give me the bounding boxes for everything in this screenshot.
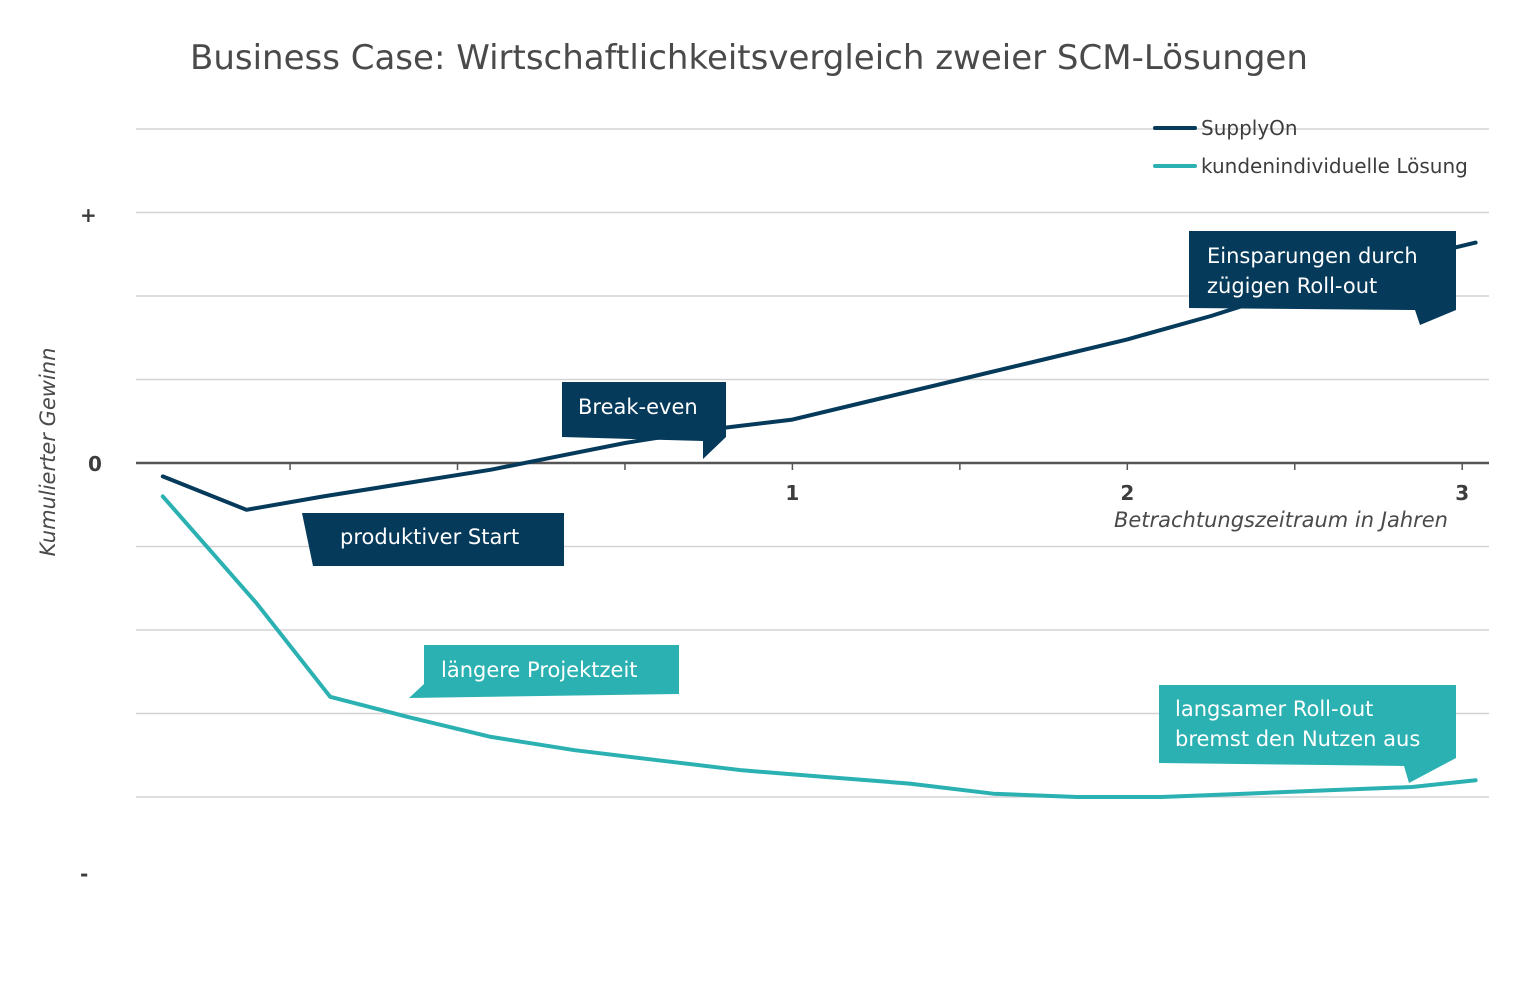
x-axis-label: Betrachtungszeitraum in Jahren — [1113, 508, 1448, 532]
legend-item-supplyon: SupplyOn — [1153, 115, 1298, 141]
annotation-box-1 — [562, 382, 726, 459]
annotation-produktiver-start: produktiver Start — [340, 522, 519, 552]
annotation-projektzeit-line-1: längere Projektzeit — [441, 658, 638, 682]
annotation-rollout-slow-line-1: langsamer Roll-out — [1175, 697, 1374, 721]
annotation-rollout-slow: langsamer Roll-out bremst den Nutzen aus — [1175, 694, 1420, 754]
x-tick-3: 3 — [1455, 481, 1470, 505]
annotation-break-even-line-1: Break-even — [578, 395, 698, 419]
annotation-rollout-fast-line-2: zügigen Roll-out — [1207, 274, 1378, 298]
y-axis-label: Kumulierter Gewinn — [36, 347, 60, 557]
annotation-box-3 — [409, 645, 679, 698]
annotation-projektzeit: längere Projektzeit — [441, 655, 638, 685]
annotation-box-0 — [1189, 231, 1456, 325]
annotation-rollout-fast: Einsparungen durch zügigen Roll-out — [1207, 241, 1418, 301]
x-tick-2: 2 — [1120, 481, 1135, 505]
x-axis — [136, 461, 1489, 470]
legend-label-supplyon: SupplyOn — [1201, 116, 1298, 140]
annotation-produktiver-start-line-1: produktiver Start — [340, 525, 520, 549]
legend-swatch-kunden — [1153, 164, 1197, 168]
annotation-box-4 — [1159, 685, 1456, 783]
legend-item-kunden: kundenindividuelle Lösung — [1153, 153, 1468, 179]
legend-label-kunden: kundenindividuelle Lösung — [1201, 154, 1468, 178]
y-tick-zero: 0 — [88, 452, 102, 476]
chart-title: Business Case: Wirtschaftlichkeitsvergle… — [190, 38, 1308, 78]
annotation-rollout-fast-line-1: Einsparungen durch — [1207, 244, 1418, 268]
y-tick-plus: + — [80, 203, 97, 227]
x-tick-1: 1 — [785, 481, 800, 505]
annotation-break-even: Break-even — [578, 392, 698, 422]
annotation-rollout-slow-line-2: bremst den Nutzen aus — [1175, 727, 1421, 751]
y-tick-minus: - — [80, 862, 89, 886]
series-line-1 — [160, 494, 1478, 799]
annotation-box-2 — [302, 513, 564, 566]
legend-swatch-supplyon — [1153, 126, 1197, 130]
annotation-boxes — [302, 231, 1456, 783]
